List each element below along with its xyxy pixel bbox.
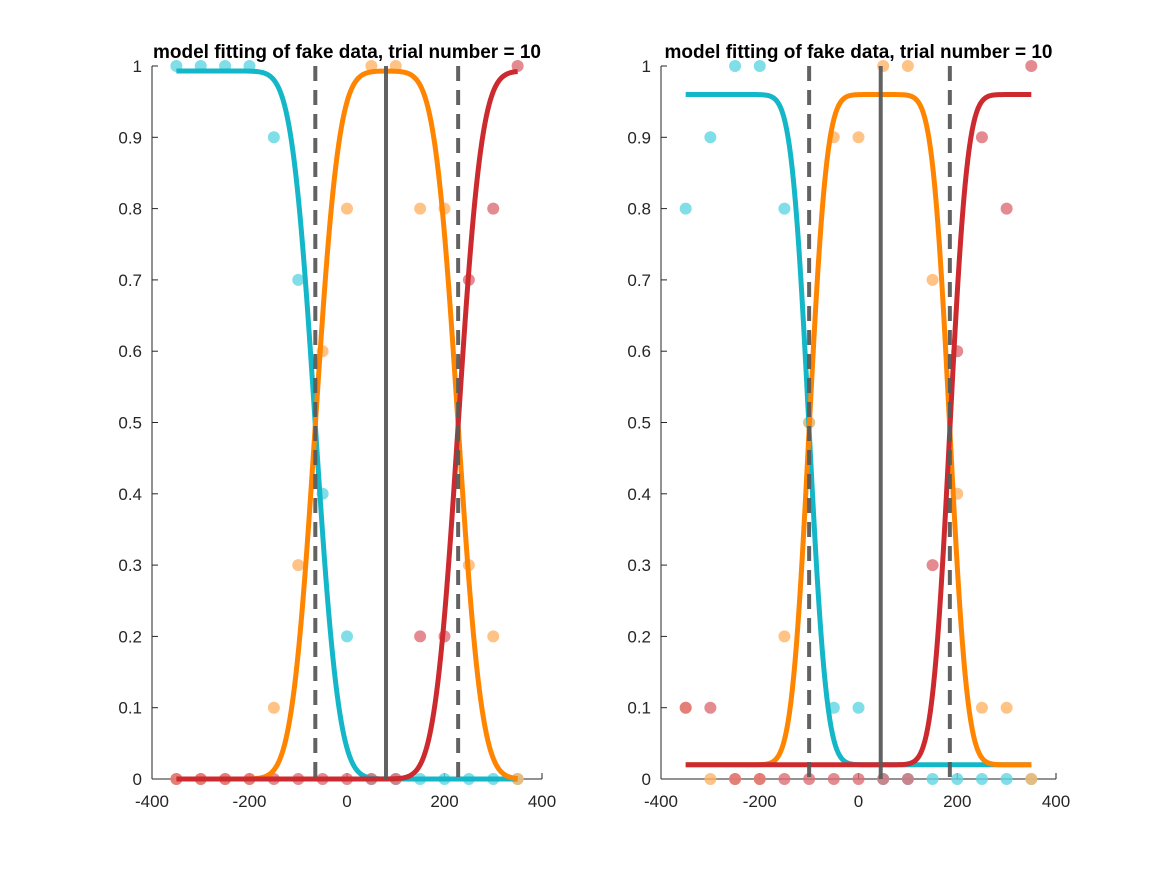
- data-point-series-3: [170, 773, 183, 785]
- y-tick-label: 1: [133, 57, 142, 76]
- data-point-series-3: [778, 773, 791, 785]
- data-point-series-3: [704, 701, 717, 714]
- data-point-series-2: [1000, 701, 1013, 714]
- data-point-series-1: [778, 202, 791, 215]
- y-tick-label: 0.7: [118, 271, 142, 290]
- chart-panel-1: model fitting of fake data, trial number…: [118, 42, 556, 811]
- data-point-series-3: [803, 773, 816, 785]
- y-tick-label: 1: [642, 57, 651, 76]
- data-point-series-1: [852, 701, 865, 714]
- x-tick-label: 200: [430, 792, 458, 811]
- data-point-series-3: [753, 773, 766, 785]
- data-point-series-1: [951, 773, 964, 785]
- data-point-series-3: [414, 630, 427, 643]
- data-point-series-3: [926, 559, 939, 572]
- data-point-series-2: [926, 273, 939, 286]
- data-point-series-1: [926, 773, 939, 785]
- y-tick-label: 0.5: [118, 414, 142, 433]
- fit-curve-falling: [175, 68, 519, 782]
- x-tick-label: 0: [342, 792, 351, 811]
- data-point-series-1: [679, 202, 692, 215]
- data-point-series-3: [1000, 202, 1013, 215]
- data-point-series-3: [1025, 60, 1038, 72]
- chart-panel-2: model fitting of fake data, trial number…: [627, 42, 1070, 811]
- data-point-series-2: [414, 202, 427, 215]
- data-point-series-2: [1025, 773, 1038, 785]
- x-tick-label: 0: [854, 792, 863, 811]
- y-tick-label: 0.8: [118, 200, 142, 219]
- data-point-series-3: [852, 773, 865, 785]
- chart-title: model fitting of fake data, trial number…: [665, 42, 1053, 63]
- data-point-series-1: [729, 60, 742, 72]
- fit-curve-bump: [684, 92, 1033, 768]
- data-point-series-2: [778, 630, 791, 643]
- fit-curve-bump: [175, 68, 519, 782]
- fit-curve-rising: [684, 92, 1033, 768]
- data-point-series-1: [704, 131, 717, 144]
- y-tick-label: 0.9: [627, 128, 651, 147]
- y-tick-label: 0.1: [627, 699, 651, 718]
- y-tick-label: 0.3: [627, 556, 651, 575]
- data-point-series-1: [341, 630, 353, 643]
- chart-title: model fitting of fake data, trial number…: [153, 42, 541, 63]
- y-tick-label: 0.4: [118, 485, 142, 504]
- y-tick-label: 0.3: [118, 556, 142, 575]
- x-tick-label: 200: [943, 792, 971, 811]
- x-tick-label: -400: [644, 792, 678, 811]
- data-point-series-1: [267, 131, 280, 144]
- fit-curve-falling: [684, 92, 1033, 768]
- data-point-series-2: [341, 202, 353, 215]
- data-point-series-2: [704, 773, 717, 785]
- y-tick-label: 0.7: [627, 271, 651, 290]
- fit-curve-rising: [175, 68, 519, 782]
- y-tick-label: 0.6: [627, 342, 651, 361]
- data-point-series-3: [901, 773, 914, 785]
- data-point-series-3: [827, 773, 840, 785]
- data-point-series-1: [1000, 773, 1013, 785]
- y-tick-label: 0.2: [118, 627, 142, 646]
- data-point-series-2: [901, 60, 914, 72]
- x-tick-label: -400: [135, 792, 169, 811]
- data-point-series-1: [753, 60, 766, 72]
- y-tick-label: 0.9: [118, 128, 142, 147]
- x-tick-label: -200: [232, 792, 266, 811]
- data-point-series-3: [487, 202, 500, 215]
- y-tick-label: 0.1: [118, 699, 142, 718]
- data-point-series-3: [975, 131, 988, 144]
- data-point-series-1: [292, 273, 305, 286]
- y-tick-label: 0.4: [627, 485, 651, 504]
- y-tick-label: 0: [133, 770, 142, 789]
- y-tick-label: 0.6: [118, 342, 142, 361]
- data-point-series-2: [487, 630, 500, 643]
- data-point-series-2: [267, 701, 280, 714]
- data-point-series-3: [511, 60, 524, 72]
- x-tick-label: 400: [1042, 792, 1070, 811]
- data-point-series-2: [975, 701, 988, 714]
- y-tick-label: 0.5: [627, 414, 651, 433]
- data-point-series-2: [292, 559, 305, 572]
- data-point-series-3: [679, 701, 692, 714]
- data-point-series-1: [975, 773, 988, 785]
- x-tick-label: -200: [743, 792, 777, 811]
- y-tick-label: 0.8: [627, 200, 651, 219]
- x-tick-label: 400: [528, 792, 556, 811]
- data-point-series-3: [729, 773, 742, 785]
- data-point-series-2: [852, 131, 865, 144]
- y-tick-label: 0: [642, 770, 651, 789]
- y-tick-label: 0.2: [627, 627, 651, 646]
